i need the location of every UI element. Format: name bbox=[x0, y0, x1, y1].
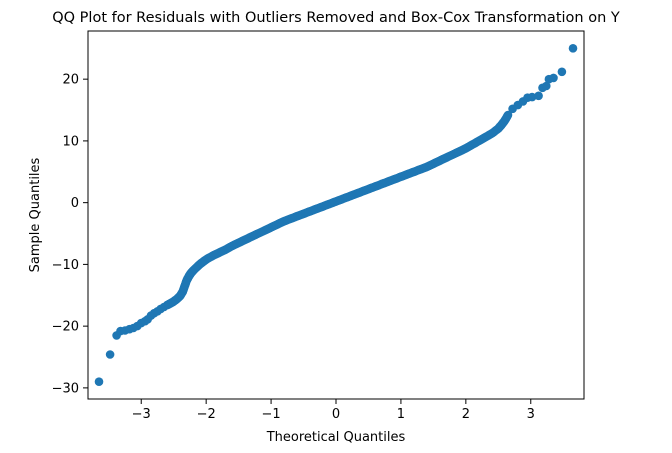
data-point bbox=[542, 81, 551, 91]
y-tick-label: 20 bbox=[62, 73, 79, 88]
x-tick-label: 1 bbox=[397, 407, 405, 422]
y-tick-label: −10 bbox=[52, 258, 79, 273]
x-tick-label: 3 bbox=[527, 407, 535, 422]
data-point bbox=[105, 350, 115, 359]
data-point bbox=[503, 111, 512, 121]
data-point bbox=[557, 67, 567, 77]
x-axis-ticks: −3 −2 −1 0 1 2 3 bbox=[132, 399, 535, 422]
data-point bbox=[94, 377, 104, 387]
y-axis-ticks: −30 −20 −10 0 10 20 bbox=[52, 73, 88, 396]
y-tick-label: −30 bbox=[52, 381, 79, 396]
y-tick-label: 10 bbox=[62, 134, 79, 149]
data-point bbox=[534, 91, 543, 101]
x-tick-label: 0 bbox=[332, 407, 340, 422]
y-axis-label: Sample Quantiles bbox=[28, 157, 43, 272]
data-point bbox=[568, 44, 578, 53]
x-tick-label: −2 bbox=[197, 407, 216, 422]
y-tick-label: −20 bbox=[52, 320, 79, 335]
x-tick-label: 2 bbox=[462, 407, 470, 422]
y-tick-label: 0 bbox=[71, 196, 79, 211]
x-tick-label: −3 bbox=[132, 407, 151, 422]
x-tick-label: −1 bbox=[261, 407, 280, 422]
data-point bbox=[527, 92, 537, 102]
plot-frame bbox=[87, 30, 585, 400]
data-points bbox=[94, 44, 578, 387]
x-axis-label: Theoretical Quantiles bbox=[266, 430, 406, 445]
chart-title: QQ Plot for Residuals with Outliers Remo… bbox=[52, 10, 620, 26]
data-point bbox=[549, 73, 558, 83]
